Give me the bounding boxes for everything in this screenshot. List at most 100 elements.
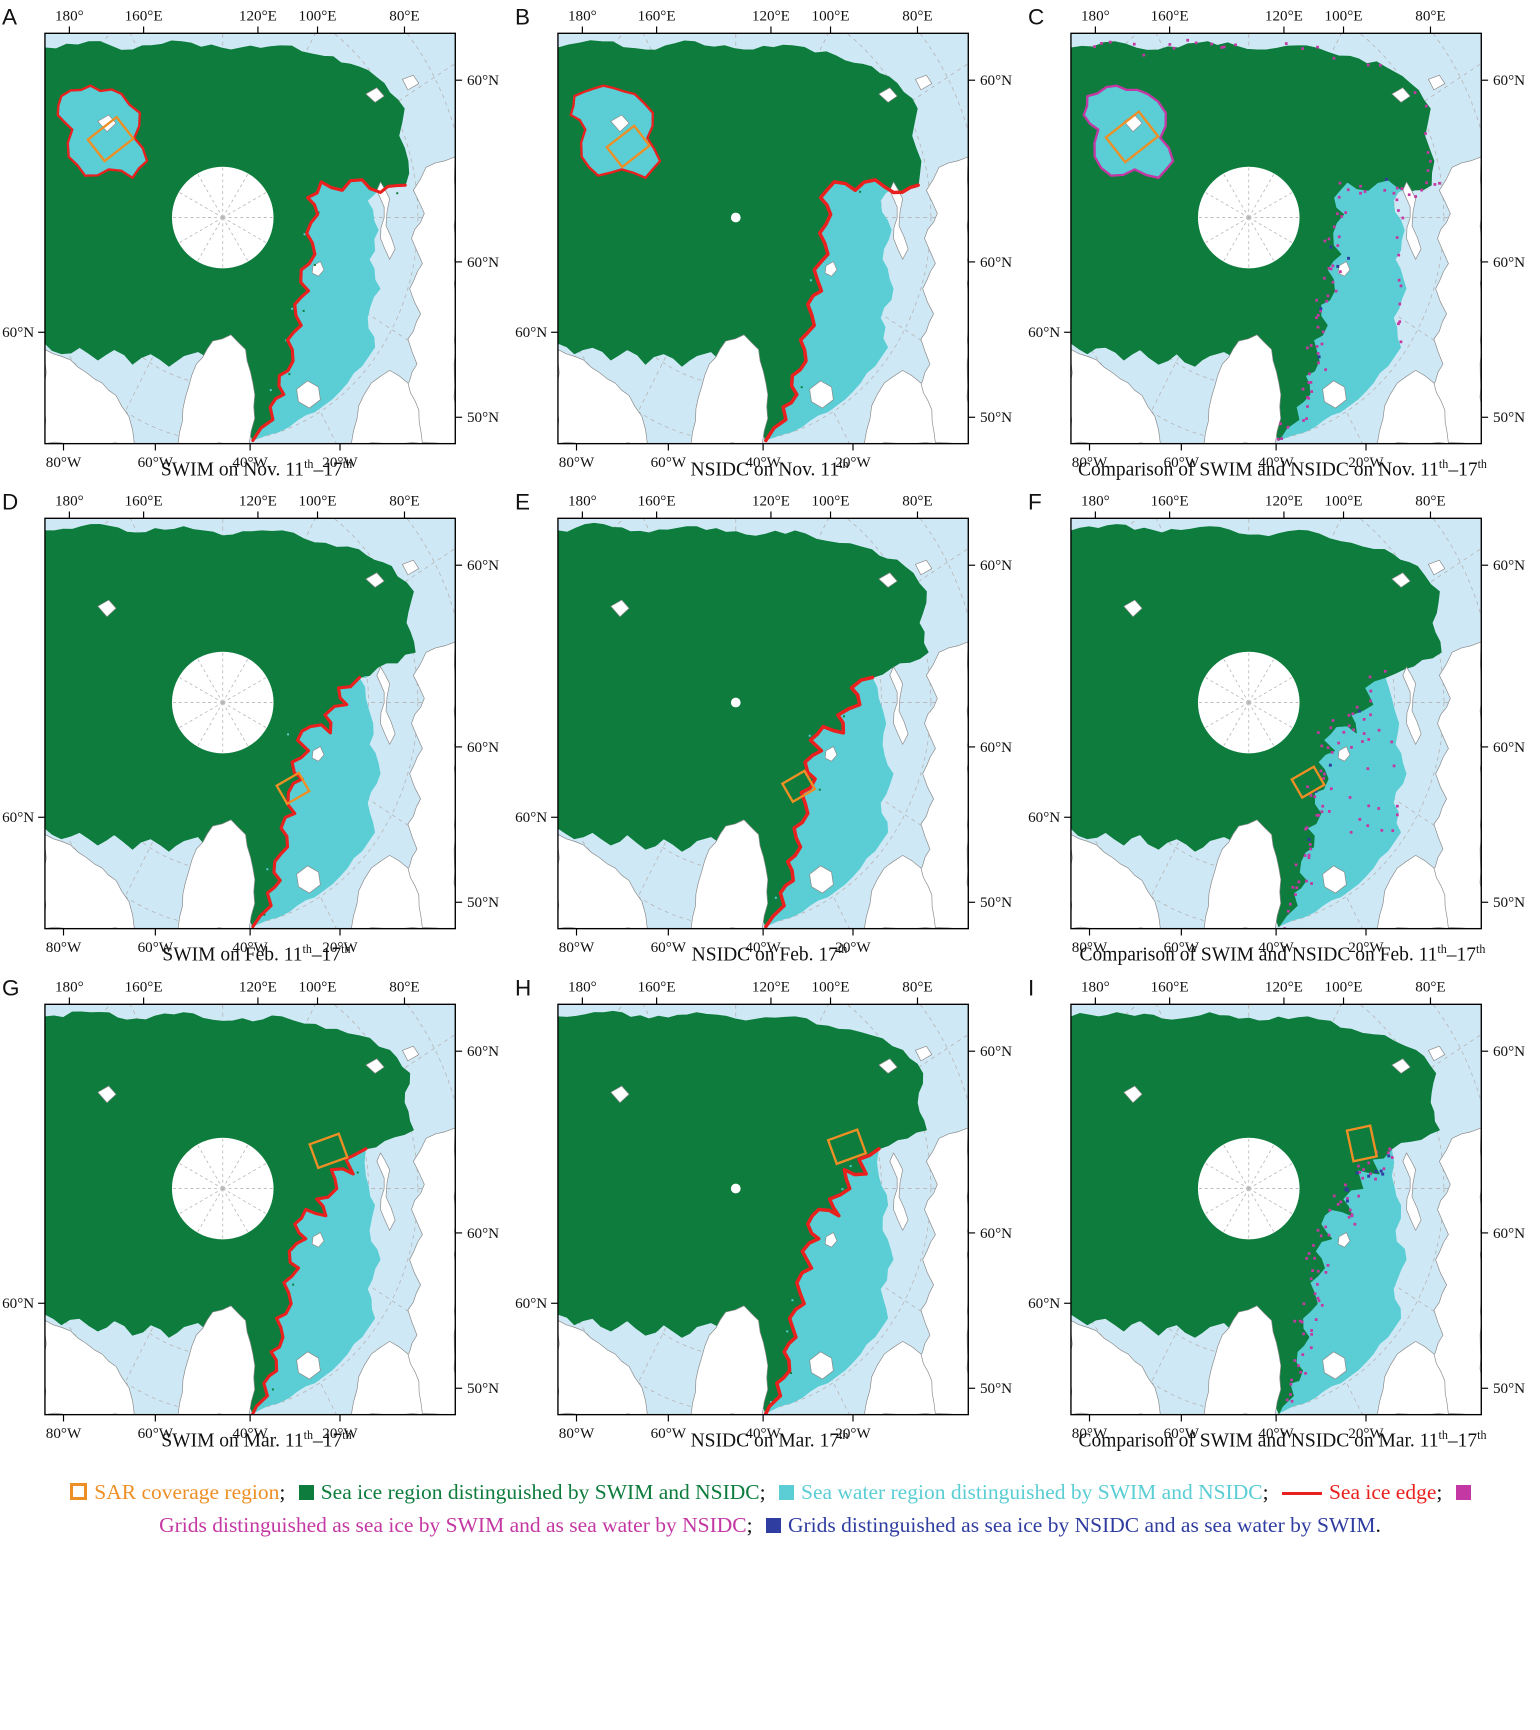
landmass bbox=[557, 1045, 969, 1415]
caption-text: Comparison of SWIM and NSIDC on Nov. 11 bbox=[1078, 459, 1439, 481]
caption-text: NSIDC on Mar. 17 bbox=[690, 1430, 839, 1452]
axis-label-right-1: 60°N bbox=[467, 1226, 499, 1242]
axis-label-bottom-1: 60°W bbox=[138, 1426, 174, 1442]
axis-label-bottom-1: 60°W bbox=[651, 1426, 687, 1442]
axis-label-right-1: 60°N bbox=[467, 740, 499, 756]
axis-label-right-1: 60°N bbox=[1493, 255, 1525, 271]
caption-superscript: th bbox=[1476, 942, 1486, 957]
axis-ticks bbox=[38, 511, 463, 936]
pole-graticule bbox=[1197, 1137, 1300, 1240]
sea-ice-edge bbox=[764, 1146, 881, 1415]
axis-label-bottom-3: 20°W bbox=[322, 941, 358, 957]
sar-coverage-box bbox=[86, 115, 135, 163]
axis-label-right-0: 60°N bbox=[980, 73, 1012, 89]
axis-label-bottom-2: 40°W bbox=[745, 1426, 781, 1442]
sea-ice-edge bbox=[764, 676, 875, 929]
axis-ticks bbox=[1064, 511, 1489, 936]
axis-label-left-0: 60°N bbox=[2, 811, 34, 827]
sea-ice-edge bbox=[251, 1147, 368, 1415]
panel-A: A 180° 160°E 120°E 100°E 80°E 80°W 60°W 40°W 20°W… bbox=[0, 4, 513, 489]
landmass bbox=[1070, 1045, 1482, 1415]
axis-label-left-0: 60°N bbox=[1028, 1296, 1060, 1312]
axis-label-top-2: 120°E bbox=[752, 980, 790, 996]
sea-water-region bbox=[1278, 677, 1407, 928]
caption-text: –17 bbox=[313, 459, 343, 481]
legend-separator: ; bbox=[1262, 1480, 1274, 1505]
caption-superscript: th bbox=[837, 942, 848, 957]
panel-letter: B bbox=[515, 5, 530, 30]
caption-superscript: th bbox=[1477, 457, 1487, 471]
panel-caption: Comparison of SWIM and NSIDC on Feb. 11t… bbox=[1026, 942, 1539, 974]
axis-label-top-0: 180° bbox=[1081, 980, 1110, 996]
axis-label-top-1: 160°E bbox=[638, 494, 676, 510]
axis-label-bottom-0: 80°W bbox=[559, 1426, 595, 1442]
landmass bbox=[44, 74, 456, 444]
axis-label-top-0: 180° bbox=[568, 494, 597, 510]
axis-label-right-0: 60°N bbox=[467, 1044, 499, 1060]
landmass bbox=[1070, 74, 1482, 444]
axis-label-top-1: 160°E bbox=[1151, 9, 1189, 25]
axis-label-right-1: 60°N bbox=[1493, 1226, 1525, 1242]
map-layers bbox=[557, 518, 969, 930]
axis-label-right-2: 50°N bbox=[467, 410, 499, 426]
axis-label-top-0: 180° bbox=[568, 9, 597, 25]
map-D: D 180° 160°E 120°E 100°E 80°E 80°W 60°W 40°W 20°W… bbox=[2, 490, 499, 957]
caption-text: NSIDC on Nov. 11 bbox=[690, 459, 840, 481]
axis-label-right-2: 50°N bbox=[467, 1381, 499, 1397]
map-layers bbox=[1070, 33, 1482, 444]
axis-label-bottom-1: 60°W bbox=[1164, 1426, 1200, 1442]
panel-letter: E bbox=[515, 490, 530, 515]
pole-hole bbox=[730, 698, 741, 708]
figure: A 180° 160°E 120°E 100°E 80°E 80°W 60°W 40°W 20°W… bbox=[0, 4, 1540, 1541]
axis-label-bottom-2: 40°W bbox=[1258, 941, 1294, 957]
caption-superscript: th bbox=[839, 457, 849, 471]
axis-label-top-2: 120°E bbox=[239, 9, 277, 25]
axis-label-right-1: 60°N bbox=[467, 255, 499, 271]
legend-swatch-square bbox=[298, 1485, 314, 1501]
axis-label-left-0: 60°N bbox=[1028, 325, 1060, 341]
axis-label-top-4: 80°E bbox=[1415, 494, 1445, 510]
panel-grid: A 180° 160°E 120°E 100°E 80°E 80°W 60°W 40°W 20°W… bbox=[0, 4, 1540, 1460]
axis-label-left-0: 60°N bbox=[2, 325, 34, 341]
axis-label-bottom-3: 20°W bbox=[322, 455, 358, 471]
disagreement-grids bbox=[1093, 38, 1441, 441]
axis-ticks bbox=[38, 997, 463, 1422]
axis-label-top-1: 160°E bbox=[638, 980, 676, 996]
axis-label-right-0: 60°N bbox=[1493, 559, 1525, 575]
axis-label-top-1: 160°E bbox=[125, 980, 163, 996]
axis-ticks bbox=[1064, 26, 1489, 451]
panel-E: E 180° 160°E 120°E 100°E 80°E 80°W 60°W 40°W 20°W… bbox=[513, 489, 1026, 974]
axis-label-bottom-2: 40°W bbox=[745, 455, 781, 471]
axis-label-left-0: 60°N bbox=[515, 1296, 547, 1312]
axis-label-bottom-2: 40°W bbox=[745, 941, 781, 957]
axis-label-top-4: 80°E bbox=[389, 980, 419, 996]
axis-label-top-4: 80°E bbox=[902, 494, 932, 510]
axis-label-bottom-1: 60°W bbox=[1164, 941, 1200, 957]
axis-label-top-4: 80°E bbox=[389, 494, 419, 510]
axis-label-bottom-0: 80°W bbox=[1072, 1426, 1108, 1442]
axis-label-right-2: 50°N bbox=[980, 410, 1012, 426]
disagreement-grids bbox=[1285, 1147, 1394, 1403]
axis-label-top-2: 120°E bbox=[752, 9, 790, 25]
axis-label-top-2: 120°E bbox=[239, 494, 277, 510]
axis-label-left-0: 60°N bbox=[2, 1296, 34, 1312]
panel-G: G 180° 160°E 120°E 100°E 80°E 80°W 60°W 40°W 20°W… bbox=[0, 975, 513, 1460]
axis-label-top-1: 160°E bbox=[1151, 494, 1189, 510]
axis-label-top-3: 100°E bbox=[812, 980, 850, 996]
axis-label-right-0: 60°N bbox=[467, 559, 499, 575]
panel-caption: NSIDC on Mar. 17th bbox=[513, 1428, 1026, 1460]
legend-label: Sea water region distinguished by SWIM a… bbox=[800, 1480, 1263, 1505]
axis-ticks bbox=[1064, 997, 1489, 1422]
sar-coverage-box bbox=[275, 771, 311, 806]
axis-label-top-1: 160°E bbox=[638, 9, 676, 25]
axis-label-bottom-3: 20°W bbox=[1348, 455, 1384, 471]
axis-label-top-2: 120°E bbox=[1265, 980, 1303, 996]
axis-label-top-4: 80°E bbox=[389, 9, 419, 25]
axis-label-right-0: 60°N bbox=[980, 559, 1012, 575]
axis-label-top-2: 120°E bbox=[752, 494, 790, 510]
axis-label-bottom-1: 60°W bbox=[138, 455, 174, 471]
caption-superscript: th bbox=[1477, 1427, 1487, 1442]
legend-label: Grids distinguished as sea ice by NSIDC … bbox=[787, 1513, 1376, 1538]
panel-caption: SWIM on Nov. 11th–17th bbox=[0, 457, 513, 489]
legend: SAR coverage region; Sea ice region dist… bbox=[62, 1476, 1478, 1541]
